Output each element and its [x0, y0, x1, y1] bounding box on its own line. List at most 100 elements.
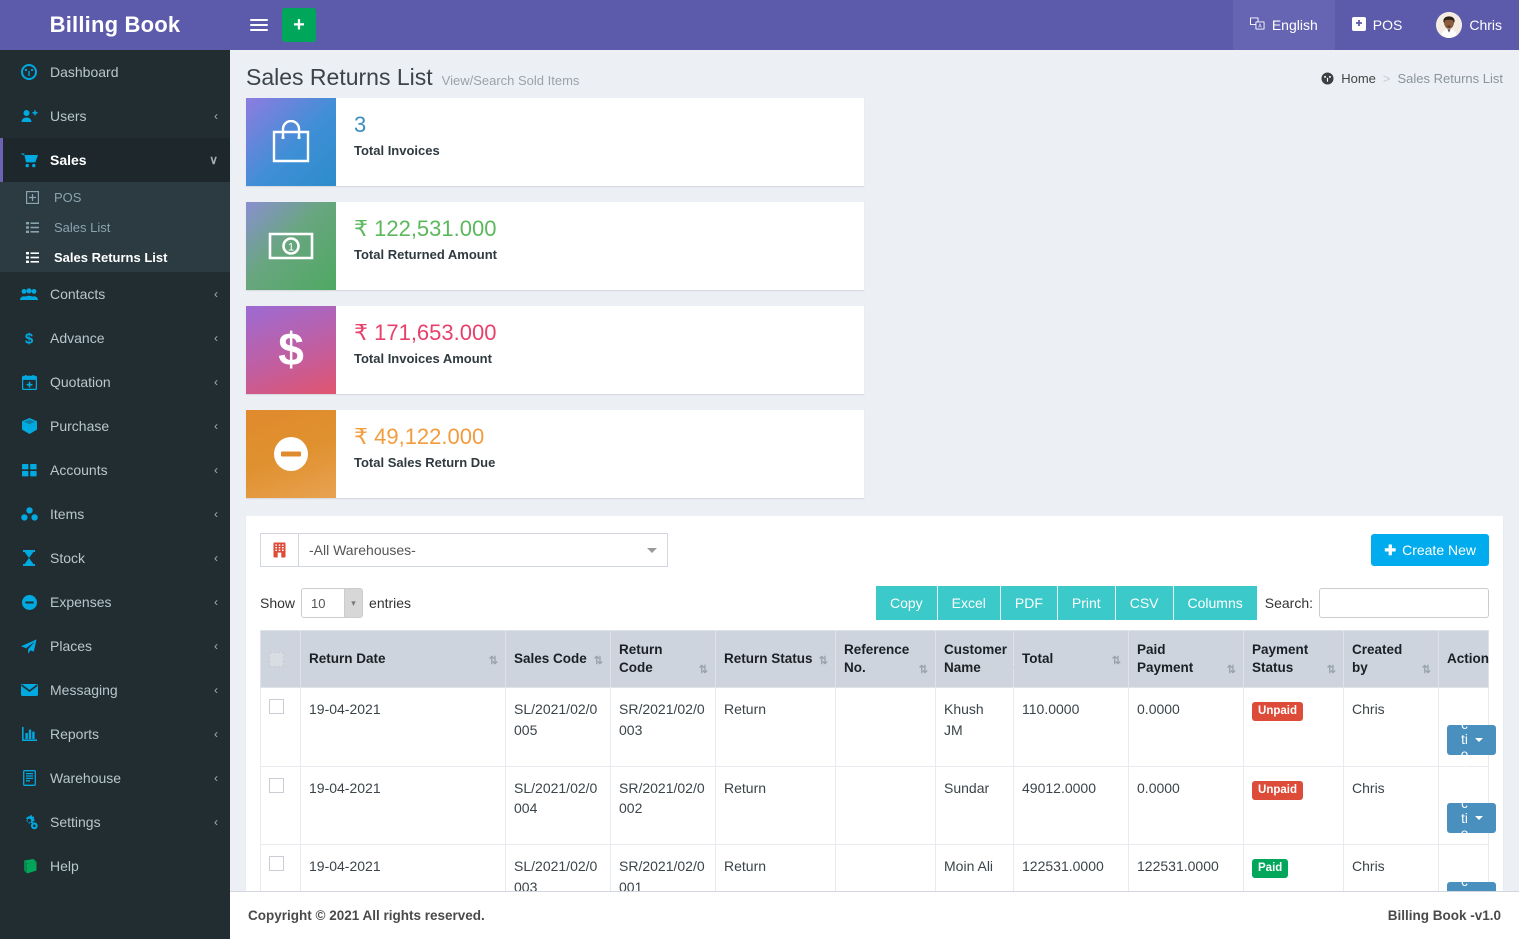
action-label: Action	[1460, 780, 1470, 856]
stat-body: ₹ 122,531.000 Total Returned Amount	[336, 202, 497, 290]
cell-created-by: Chris	[1343, 844, 1440, 891]
sidebar-item-reports[interactable]: Reports ‹	[0, 712, 230, 756]
sidebar-item-contacts[interactable]: Contacts ‹	[0, 272, 230, 316]
breadcrumb: Home > Sales Returns List	[1321, 71, 1503, 86]
sort-icon: ⇅	[818, 655, 828, 668]
row-checkbox[interactable]	[269, 699, 284, 715]
sidebar-item-dashboard[interactable]: Dashboard	[0, 50, 230, 94]
select-all-header[interactable]	[260, 629, 301, 689]
list-icon	[26, 221, 46, 233]
action-button[interactable]: Action	[1447, 859, 1497, 891]
sidebar-label: Warehouse	[50, 770, 122, 786]
add-new-button[interactable]: +	[282, 8, 316, 42]
sidebar-subitem-sales-returns-list[interactable]: Sales Returns List	[0, 242, 230, 272]
print-button[interactable]: Print	[1057, 586, 1116, 620]
pdf-button[interactable]: PDF	[1000, 586, 1058, 620]
sort-icon: ⇅	[593, 655, 603, 668]
col-action: Action	[1438, 629, 1489, 689]
search-input[interactable]	[1319, 588, 1489, 618]
chevron-icon: ‹	[214, 109, 218, 123]
sidebar-item-purchase[interactable]: Purchase ‹	[0, 404, 230, 448]
warehouse-select[interactable]: -All Warehouses-	[298, 533, 668, 567]
col-return-code[interactable]: Return Code ⇅	[610, 629, 717, 689]
col-customer-name[interactable]: Customer Name⇅	[935, 629, 1022, 689]
sidebar-item-help[interactable]: Help	[0, 844, 230, 888]
select-all-checkbox[interactable]	[269, 651, 284, 667]
sidebar-subitem-pos[interactable]: POS	[0, 182, 230, 212]
sidebar-item-quotation[interactable]: Quotation ‹	[0, 360, 230, 404]
menu-toggle-icon[interactable]	[250, 19, 268, 31]
col-payment-status[interactable]: Payment Status ⇅	[1243, 629, 1345, 689]
copy-button[interactable]: Copy	[875, 586, 938, 620]
warehouse-icon	[18, 770, 40, 786]
cell-sales-code: SL/2021/02/0003	[505, 844, 612, 891]
page-header: Sales Returns List View/Search Sold Item…	[246, 64, 1503, 98]
svg-text:$: $	[25, 331, 34, 347]
sidebar-label: Dashboard	[50, 64, 119, 80]
sidebar-subitem-sales-list[interactable]: Sales List	[0, 212, 230, 242]
action-button[interactable]: Action	[1447, 702, 1497, 777]
row-checkbox[interactable]	[269, 777, 284, 793]
sidebar-item-places[interactable]: Places ‹	[0, 624, 230, 668]
filter-row: -All Warehouses- ✚ Create New	[260, 530, 1489, 570]
sidebar-item-warehouse[interactable]: Warehouse ‹	[0, 756, 230, 800]
status-badge: Paid	[1252, 859, 1289, 879]
row-select-cell[interactable]	[260, 844, 301, 891]
breadcrumb-home[interactable]: Home	[1341, 71, 1376, 86]
create-new-button[interactable]: ✚ Create New	[1371, 534, 1489, 566]
sidebar-item-settings[interactable]: Settings ‹	[0, 800, 230, 844]
sidebar-item-items[interactable]: Items ‹	[0, 492, 230, 536]
paper-plane-icon	[18, 638, 40, 654]
main-wrapper: + A English POS Chris Sales Ret	[230, 0, 1519, 939]
stat-label: Total Sales Return Due	[354, 455, 496, 471]
bar-chart-icon	[18, 727, 40, 741]
sidebar-item-messaging[interactable]: Messaging ‹	[0, 668, 230, 712]
action-button[interactable]: Action	[1447, 781, 1497, 856]
page-length-select[interactable]: 10 ▾	[301, 588, 364, 618]
row-checkbox[interactable]	[269, 856, 284, 872]
chevron-down-icon	[1475, 816, 1484, 821]
col-return-status[interactable]: Return Status ⇅	[715, 629, 837, 689]
building-icon	[260, 533, 298, 567]
chevron-icon: ‹	[214, 551, 218, 565]
col-created-by[interactable]: Created by ⇅	[1343, 629, 1440, 689]
col-reference-no[interactable]: Reference No. ⇅	[835, 629, 937, 689]
sort-icon: ⇅	[1226, 664, 1236, 677]
cell-return-status: Return	[715, 765, 837, 846]
row-select-cell[interactable]	[260, 765, 301, 846]
cell-payment-status: Unpaid	[1243, 687, 1345, 767]
pos-link[interactable]: POS	[1335, 0, 1420, 50]
cell-return-status: Return	[715, 687, 837, 767]
excel-button[interactable]: Excel	[937, 586, 1001, 620]
language-selector[interactable]: A English	[1232, 0, 1335, 50]
sidebar-subitem-label: POS	[54, 189, 82, 205]
chevron-icon: ‹	[214, 331, 218, 345]
sidebar-menu: Dashboard Users ‹ Sales ∨ POS	[0, 50, 230, 888]
sidebar-item-users[interactable]: Users ‹	[0, 94, 230, 138]
columns-button[interactable]: Columns	[1173, 586, 1257, 620]
sidebar-item-sales[interactable]: Sales ∨	[0, 138, 230, 182]
stat-value: 3	[354, 112, 367, 137]
main-panel: -All Warehouses- ✚ Create New Show 10	[246, 516, 1503, 891]
user-menu[interactable]: Chris	[1419, 0, 1519, 50]
cell-return-status: Return	[715, 844, 837, 891]
sidebar-item-expenses[interactable]: Expenses ‹	[0, 580, 230, 624]
sidebar-item-stock[interactable]: Stock ‹	[0, 536, 230, 580]
col-label: Customer Name	[944, 642, 1008, 676]
col-label: Paid Payment	[1137, 642, 1194, 676]
cell-total: 110.0000	[1013, 687, 1130, 767]
col-return-date[interactable]: Return Date ⇅	[299, 629, 507, 689]
csv-button[interactable]: CSV	[1115, 586, 1174, 620]
brand-title: Billing Book	[0, 0, 230, 50]
cell-customer-name: Khush JM	[935, 687, 1015, 767]
col-sales-code[interactable]: Sales Code ⇅	[505, 629, 612, 689]
col-paid-payment[interactable]: Paid Payment ⇅	[1128, 629, 1245, 689]
sidebar-item-accounts[interactable]: Accounts ‹	[0, 448, 230, 492]
chevron-icon: ‹	[214, 683, 218, 697]
table-row: 19-04-2021 SL/2021/02/0003 SR/2021/02/00…	[260, 844, 1497, 891]
col-total[interactable]: Total ⇅	[1013, 629, 1130, 689]
list-icon	[26, 251, 46, 263]
row-select-cell[interactable]	[260, 687, 301, 767]
sidebar-item-advance[interactable]: $ Advance ‹	[0, 316, 230, 360]
